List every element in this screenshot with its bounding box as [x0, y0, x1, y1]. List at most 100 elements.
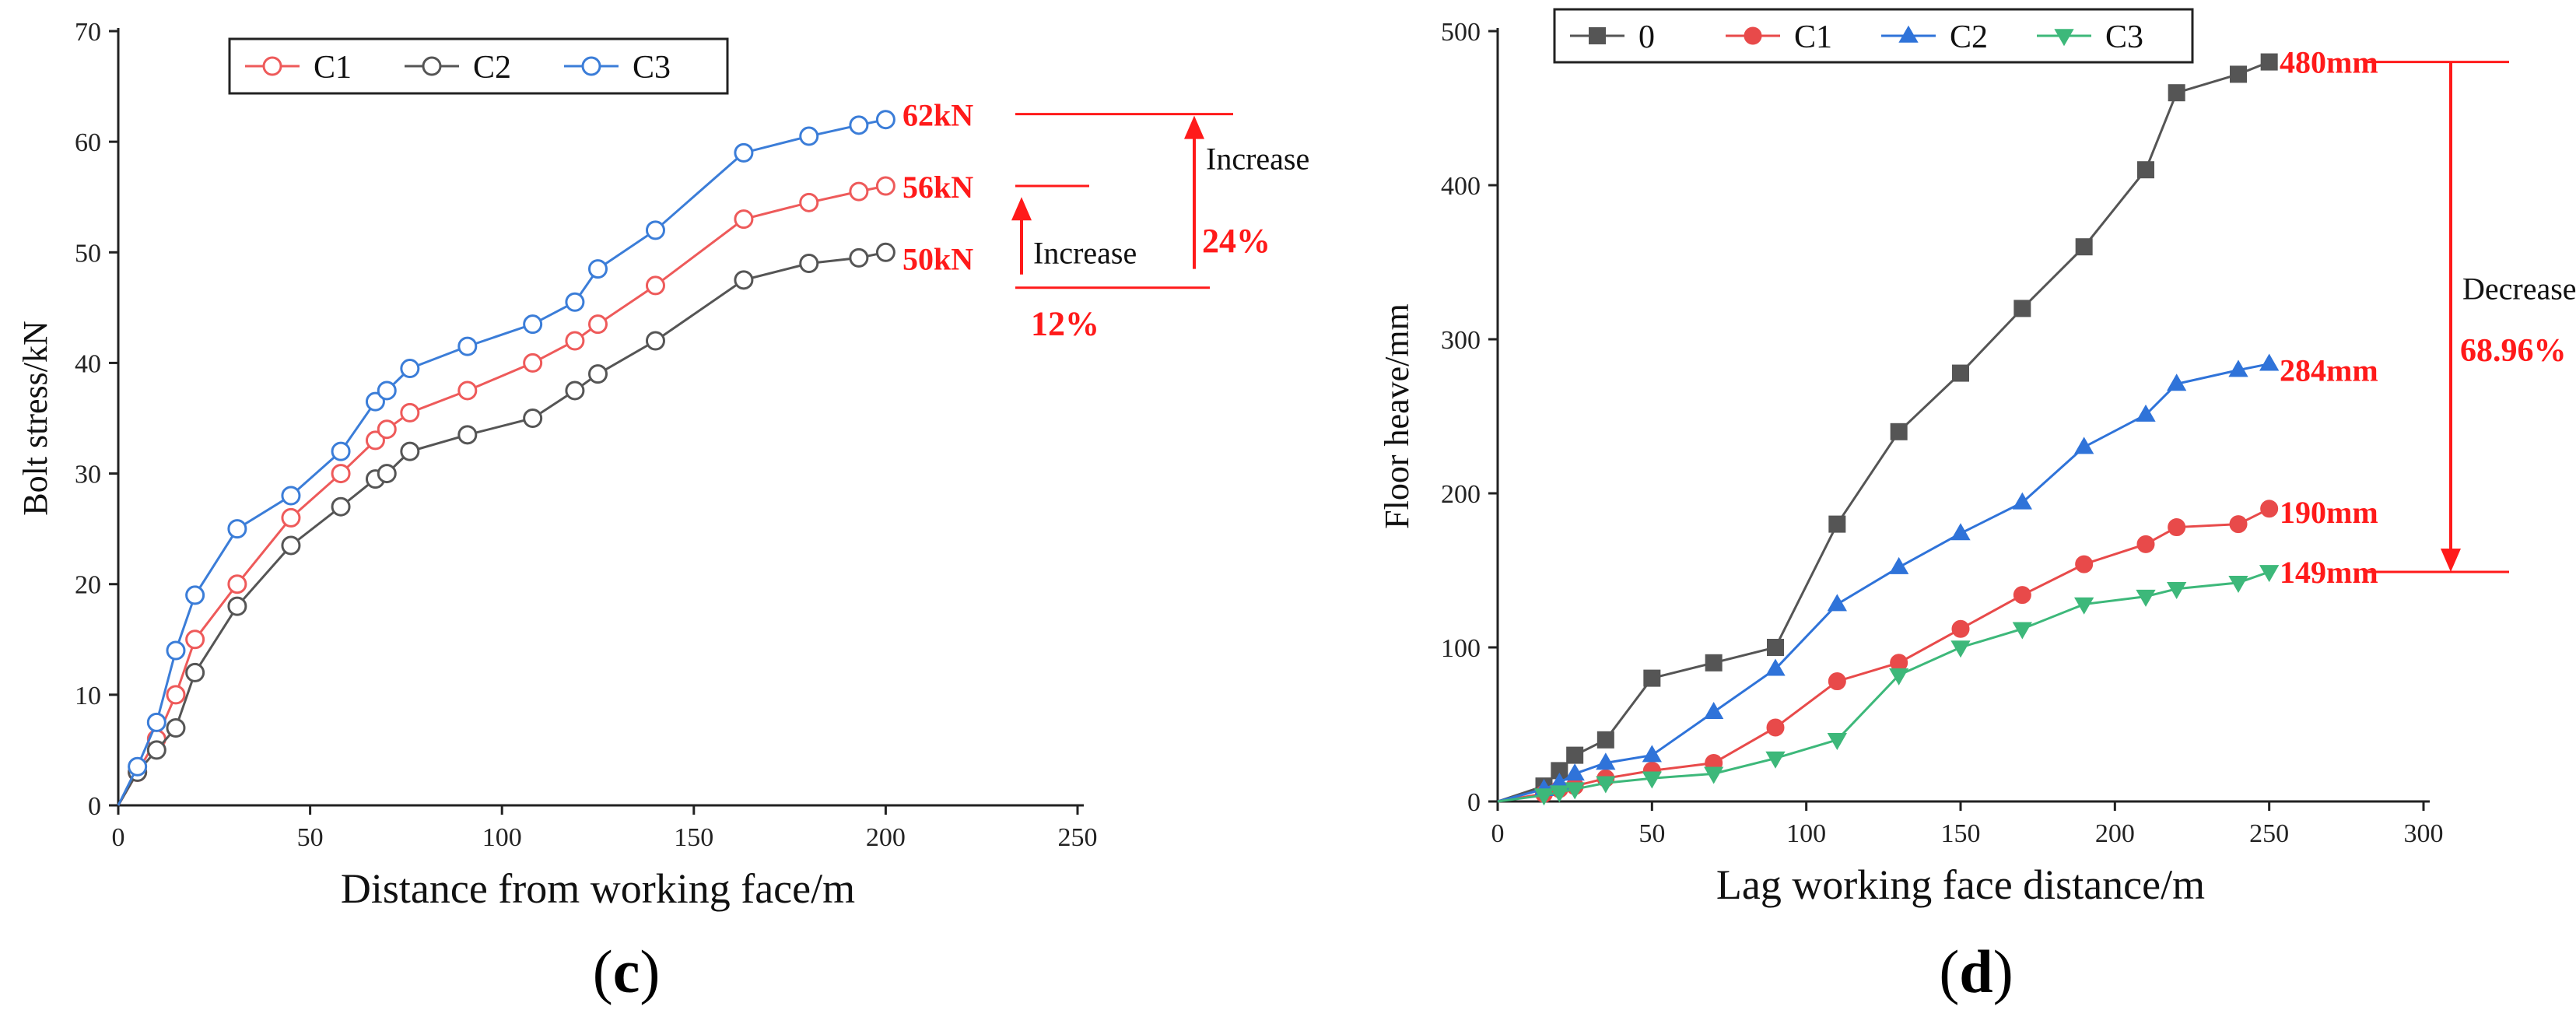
data-point-C1: [365, 430, 385, 451]
data-point-C3: [1596, 776, 1616, 794]
data-point-C1: [377, 419, 397, 440]
data-point-C3: [1889, 668, 1909, 686]
data-point-C3: [377, 380, 397, 401]
data-point-C2: [185, 662, 205, 682]
y-tick-label: 0: [1467, 788, 1481, 817]
data-point-C3: [565, 292, 585, 312]
data-point-C3: [2074, 597, 2094, 615]
data-point-C3: [128, 756, 148, 777]
x-tick-label: 300: [2404, 819, 2444, 848]
data-point-0: [1828, 515, 1846, 533]
data-point-C2: [2012, 492, 2032, 510]
data-point-C3: [1549, 785, 1569, 803]
y-tick-label: 40: [75, 349, 101, 378]
data-point-C2: [227, 596, 247, 616]
y-tick-label: 30: [75, 461, 101, 489]
x-axis-label: Lag working face distance/m: [1716, 861, 2205, 908]
data-point-C3: [2136, 589, 2156, 607]
decrease-percent: 68.96%: [2460, 333, 2567, 369]
data-point-C2: [2074, 437, 2094, 454]
data-point-C3: [799, 126, 819, 146]
data-point-0: [1566, 746, 1584, 764]
y-axis-label: Floor heave/mm: [1378, 303, 1416, 529]
legend-label-C1: C1: [1794, 19, 1832, 55]
data-point-C1: [166, 685, 186, 705]
data-point-0: [2075, 238, 2093, 256]
data-point-C1: [734, 209, 754, 230]
data-point-C3: [1765, 751, 1786, 769]
series-line-C3: [117, 118, 886, 806]
data-point-C2: [1704, 701, 1724, 719]
x-tick-label: 250: [1058, 823, 1098, 852]
value-label-62: 62kN: [902, 98, 973, 133]
data-point-C1: [645, 275, 665, 296]
y-tick-label: 10: [75, 682, 101, 710]
data-point-C3: [1565, 782, 1585, 800]
data-point-C1: [2136, 535, 2155, 553]
data-point-C1: [2168, 518, 2186, 537]
y-tick-label: 70: [75, 18, 101, 47]
data-point-C3: [1533, 788, 1554, 806]
data-point-C1: [1766, 718, 1785, 737]
y-tick-label: 400: [1441, 172, 1481, 201]
data-point-C2: [734, 270, 754, 290]
legend-marker-C1: [262, 56, 282, 76]
y-tick-label: 20: [75, 571, 101, 600]
caption-d: (d): [1939, 938, 2013, 1005]
captions: (c) (d): [593, 938, 2013, 1005]
arrow-24-head: [1184, 115, 1204, 139]
x-tick-label: 100: [1786, 819, 1826, 848]
data-point-C2: [849, 247, 869, 268]
data-point-C2: [1642, 745, 1662, 763]
data-point-C2: [875, 242, 895, 262]
y-axis-label: Bolt stress/kN: [16, 321, 54, 516]
data-point-C3: [1950, 640, 1971, 658]
data-point-C2: [400, 441, 420, 461]
data-point-C3: [1704, 766, 1724, 784]
data-point-0: [1890, 423, 1908, 440]
y-tick-label: 50: [75, 239, 101, 268]
legend-label-C2: C2: [1950, 19, 1988, 55]
x-tick-label: 150: [1941, 819, 1981, 848]
data-point-C3: [365, 391, 385, 412]
value-label-480: 480mm: [2280, 45, 2378, 80]
data-point-C3: [185, 585, 205, 605]
data-point-C3: [645, 220, 665, 240]
data-point-0: [2260, 53, 2278, 71]
data-point-C1: [2013, 586, 2031, 605]
data-point-0: [2230, 65, 2247, 83]
data-point-C2: [1827, 594, 1847, 612]
data-point-C1: [1828, 672, 1846, 691]
caption-c: (c): [593, 938, 661, 1005]
y-tick-label: 300: [1441, 326, 1481, 355]
data-point-C2: [281, 535, 301, 556]
data-point-C2: [331, 496, 351, 517]
legend-label-C3: C3: [633, 50, 671, 86]
value-label-149: 149mm: [2280, 555, 2378, 590]
y-tick-label: 0: [88, 792, 101, 821]
data-point-0: [1767, 639, 1784, 656]
data-point-C3: [146, 712, 166, 732]
data-point-C1: [565, 331, 585, 351]
y-tick-label: 200: [1441, 480, 1481, 509]
data-point-C3: [2259, 565, 2280, 583]
data-point-C3: [166, 640, 186, 661]
data-point-C3: [2012, 622, 2032, 640]
value-label-50: 50kN: [902, 241, 973, 276]
data-point-C1: [875, 176, 895, 196]
series-line-C1: [1497, 507, 2270, 803]
increase-label-24: Increase: [1206, 142, 1309, 177]
legend-label-C2: C2: [473, 50, 511, 86]
data-point-C1: [799, 192, 819, 212]
legend-marker-C2: [1898, 25, 1919, 43]
data-point-C2: [1565, 763, 1585, 781]
data-point-C1: [2229, 515, 2248, 534]
data-point-C1: [400, 402, 420, 423]
data-point-0: [1551, 762, 1568, 780]
data-point-C1: [2075, 555, 2094, 573]
legend-label-C3: C3: [2105, 19, 2143, 55]
data-point-C1: [849, 181, 869, 202]
data-point-C3: [875, 110, 895, 130]
data-point-0: [1705, 654, 1723, 672]
